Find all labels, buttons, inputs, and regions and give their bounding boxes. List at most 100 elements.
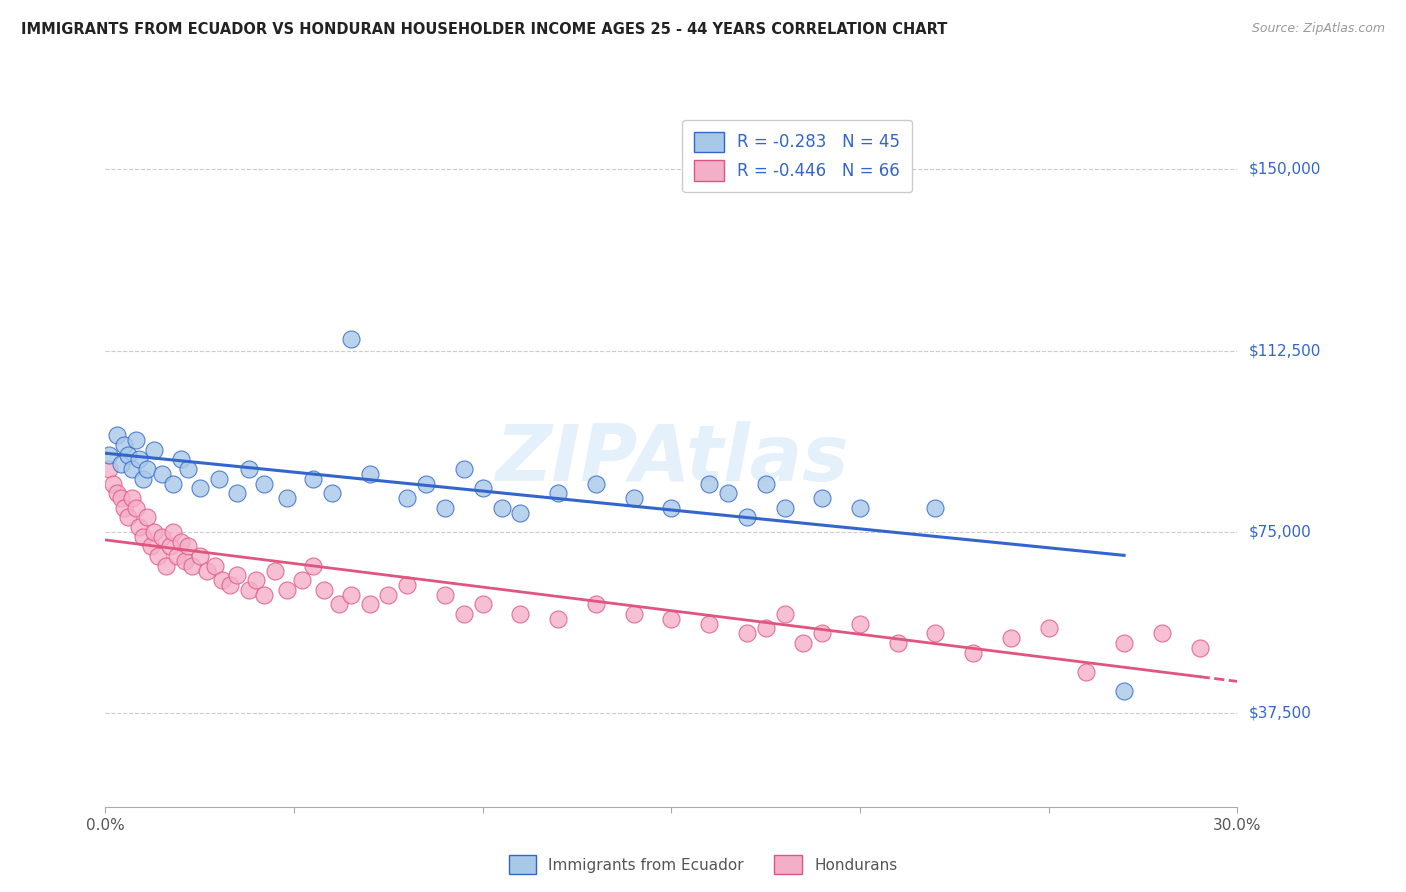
Point [276,491,298,505]
Point [359,598,381,612]
Point [924,500,946,515]
Point [253,476,276,491]
Point [117,510,139,524]
Point [121,491,143,505]
Text: $112,500: $112,500 [1249,343,1320,359]
Point [159,539,181,553]
Point [924,626,946,640]
Text: $150,000: $150,000 [1249,162,1320,177]
Point [136,462,159,476]
Point [124,433,146,447]
Point [509,506,531,520]
Text: $37,500: $37,500 [1249,706,1312,721]
Point [139,539,162,553]
Point [755,622,778,636]
Point [1150,626,1173,640]
Point [849,500,872,515]
Point [98,462,121,476]
Point [226,486,249,500]
Point [208,472,231,486]
Point [491,500,513,515]
Point [811,491,834,505]
Point [433,500,456,515]
Point [547,486,569,500]
Point [105,486,128,500]
Point [1114,636,1136,650]
Point [887,636,910,650]
Text: $75,000: $75,000 [1249,524,1312,540]
Point [339,332,361,346]
Point [1188,640,1211,655]
Point [166,549,188,563]
Point [170,534,193,549]
Point [128,452,150,467]
Point [188,482,211,496]
Text: ZIPAtlas: ZIPAtlas [495,421,848,498]
Point [136,510,159,524]
Point [1114,684,1136,698]
Point [110,457,132,471]
Point [173,554,195,568]
Point [661,612,683,626]
Point [226,568,249,582]
Point [1038,622,1060,636]
Point [792,636,814,650]
Point [132,472,155,486]
Point [471,482,494,496]
Point [1076,665,1098,679]
Legend: R = -0.283   N = 45, R = -0.446   N = 66: R = -0.283 N = 45, R = -0.446 N = 66 [682,120,912,192]
Point [415,476,437,491]
Point [101,476,124,491]
Point [150,467,173,481]
Point [735,626,758,640]
Point [314,582,336,597]
Legend: Immigrants from Ecuador, Hondurans: Immigrants from Ecuador, Hondurans [502,849,904,880]
Point [339,588,361,602]
Point [124,500,146,515]
Point [396,578,419,592]
Point [238,462,260,476]
Point [162,524,184,539]
Point [321,486,343,500]
Point [155,558,177,573]
Point [112,500,135,515]
Point [396,491,419,505]
Point [302,472,325,486]
Point [276,582,298,597]
Point [623,607,645,621]
Point [195,564,218,578]
Point [377,588,399,602]
Point [697,616,720,631]
Point [471,598,494,612]
Text: IMMIGRANTS FROM ECUADOR VS HONDURAN HOUSEHOLDER INCOME AGES 25 - 44 YEARS CORREL: IMMIGRANTS FROM ECUADOR VS HONDURAN HOUS… [21,22,948,37]
Point [132,530,155,544]
Point [211,573,233,587]
Point [547,612,569,626]
Point [105,428,128,442]
Point [849,616,872,631]
Point [264,564,287,578]
Point [98,448,121,462]
Point [121,462,143,476]
Point [453,462,475,476]
Point [253,588,276,602]
Point [150,530,173,544]
Point [177,539,200,553]
Point [735,510,758,524]
Point [661,500,683,515]
Point [717,486,740,500]
Point [143,524,166,539]
Point [188,549,211,563]
Point [811,626,834,640]
Point [219,578,242,592]
Point [697,476,720,491]
Point [238,582,260,597]
Point [177,462,200,476]
Point [117,448,139,462]
Point [110,491,132,505]
Point [245,573,267,587]
Point [204,558,226,573]
Point [962,646,984,660]
Point [143,442,166,457]
Point [181,558,204,573]
